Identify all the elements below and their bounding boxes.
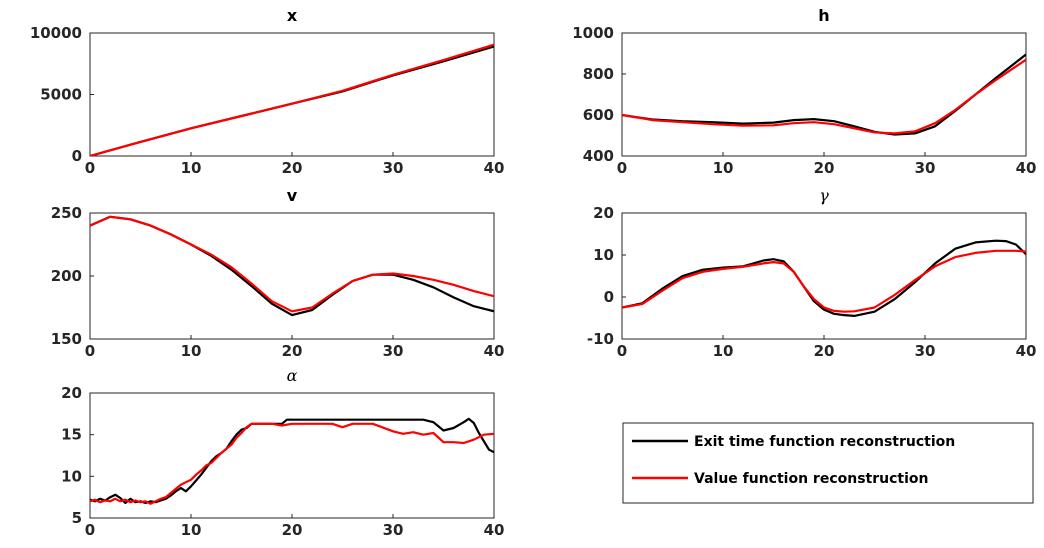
y-tick-label: 1000 [572, 24, 614, 42]
series-line-value-fn [90, 215, 494, 313]
legend-box [622, 422, 1034, 504]
x-tick-label: 20 [814, 159, 835, 177]
x-tick-label: 20 [282, 521, 303, 539]
subplot-title: α [287, 366, 298, 385]
y-tick-label: -10 [587, 330, 614, 348]
y-tick-label: 250 [51, 204, 82, 222]
x-tick-label: 40 [1016, 159, 1037, 177]
y-tick-label: 20 [61, 384, 82, 402]
y-tick-label: 5000 [40, 86, 82, 104]
y-tick-label: 800 [583, 65, 614, 83]
x-tick-label: 20 [814, 342, 835, 360]
y-tick-label: 15 [61, 426, 82, 444]
x-tick-label: 40 [484, 159, 505, 177]
subplot-title: h [818, 6, 829, 25]
legend: Exit time function reconstruction Value … [622, 422, 1034, 504]
x-tick-label: 10 [181, 342, 202, 360]
x-tick-label: 40 [484, 342, 505, 360]
y-tick-label: 5 [72, 509, 82, 527]
y-tick-label: 10000 [30, 24, 82, 42]
legend-label-value-fn: Value function reconstruction [694, 471, 928, 487]
subplot-h: 0 10 20 30 40 400 600 800 1000 h [572, 6, 1036, 177]
x-tick-label: 30 [915, 159, 936, 177]
x-tick-label: 0 [85, 521, 95, 539]
subplot-v: 0 10 20 30 40 150 200 250 v [51, 186, 505, 360]
y-tick-label: 400 [583, 147, 614, 165]
series-line-value-fn [90, 422, 494, 505]
y-tick-label: 600 [583, 106, 614, 124]
series-line-value-fn [90, 43, 494, 156]
x-tick-label: 30 [383, 521, 404, 539]
y-tick-label: 0 [72, 147, 82, 165]
x-tick-label: 40 [484, 521, 505, 539]
x-tick-label: 10 [713, 342, 734, 360]
x-tick-label: 10 [181, 521, 202, 539]
legend-label-exit-time: Exit time function reconstruction [694, 434, 955, 450]
subplot-title: x [287, 6, 298, 25]
plot-frame [89, 392, 495, 519]
x-tick-label: 20 [282, 342, 303, 360]
y-tick-label: 20 [593, 204, 614, 222]
series-line-value-fn [622, 58, 1026, 135]
x-tick-label: 10 [713, 159, 734, 177]
plot-frame [621, 32, 1027, 157]
series-line-exit-time [622, 239, 1026, 317]
x-tick-label: 0 [617, 342, 627, 360]
plot-frame [89, 212, 495, 340]
y-tick-label: 0 [604, 288, 614, 306]
x-tick-label: 30 [383, 342, 404, 360]
series-line-value-fn [622, 249, 1026, 313]
series-line-exit-time [90, 417, 494, 505]
x-tick-label: 30 [383, 159, 404, 177]
x-tick-label: 10 [181, 159, 202, 177]
y-tick-label: 200 [51, 267, 82, 285]
subplot-alpha: 0 10 20 30 40 5 10 15 20 α [61, 366, 504, 539]
subplot-title: γ [819, 186, 829, 205]
plot-frame [89, 32, 495, 157]
y-tick-label: 10 [593, 246, 614, 264]
x-tick-label: 40 [1016, 342, 1037, 360]
subplot-x: 0 10 20 30 40 0 5000 10000 x [30, 6, 505, 177]
y-tick-label: 150 [51, 330, 82, 348]
x-tick-label: 0 [85, 342, 95, 360]
x-tick-label: 0 [85, 159, 95, 177]
x-tick-label: 20 [282, 159, 303, 177]
x-tick-label: 0 [617, 159, 627, 177]
series-line-exit-time [90, 215, 494, 317]
x-tick-label: 30 [915, 342, 936, 360]
subplot-title: v [287, 186, 298, 205]
y-tick-label: 10 [61, 467, 82, 485]
